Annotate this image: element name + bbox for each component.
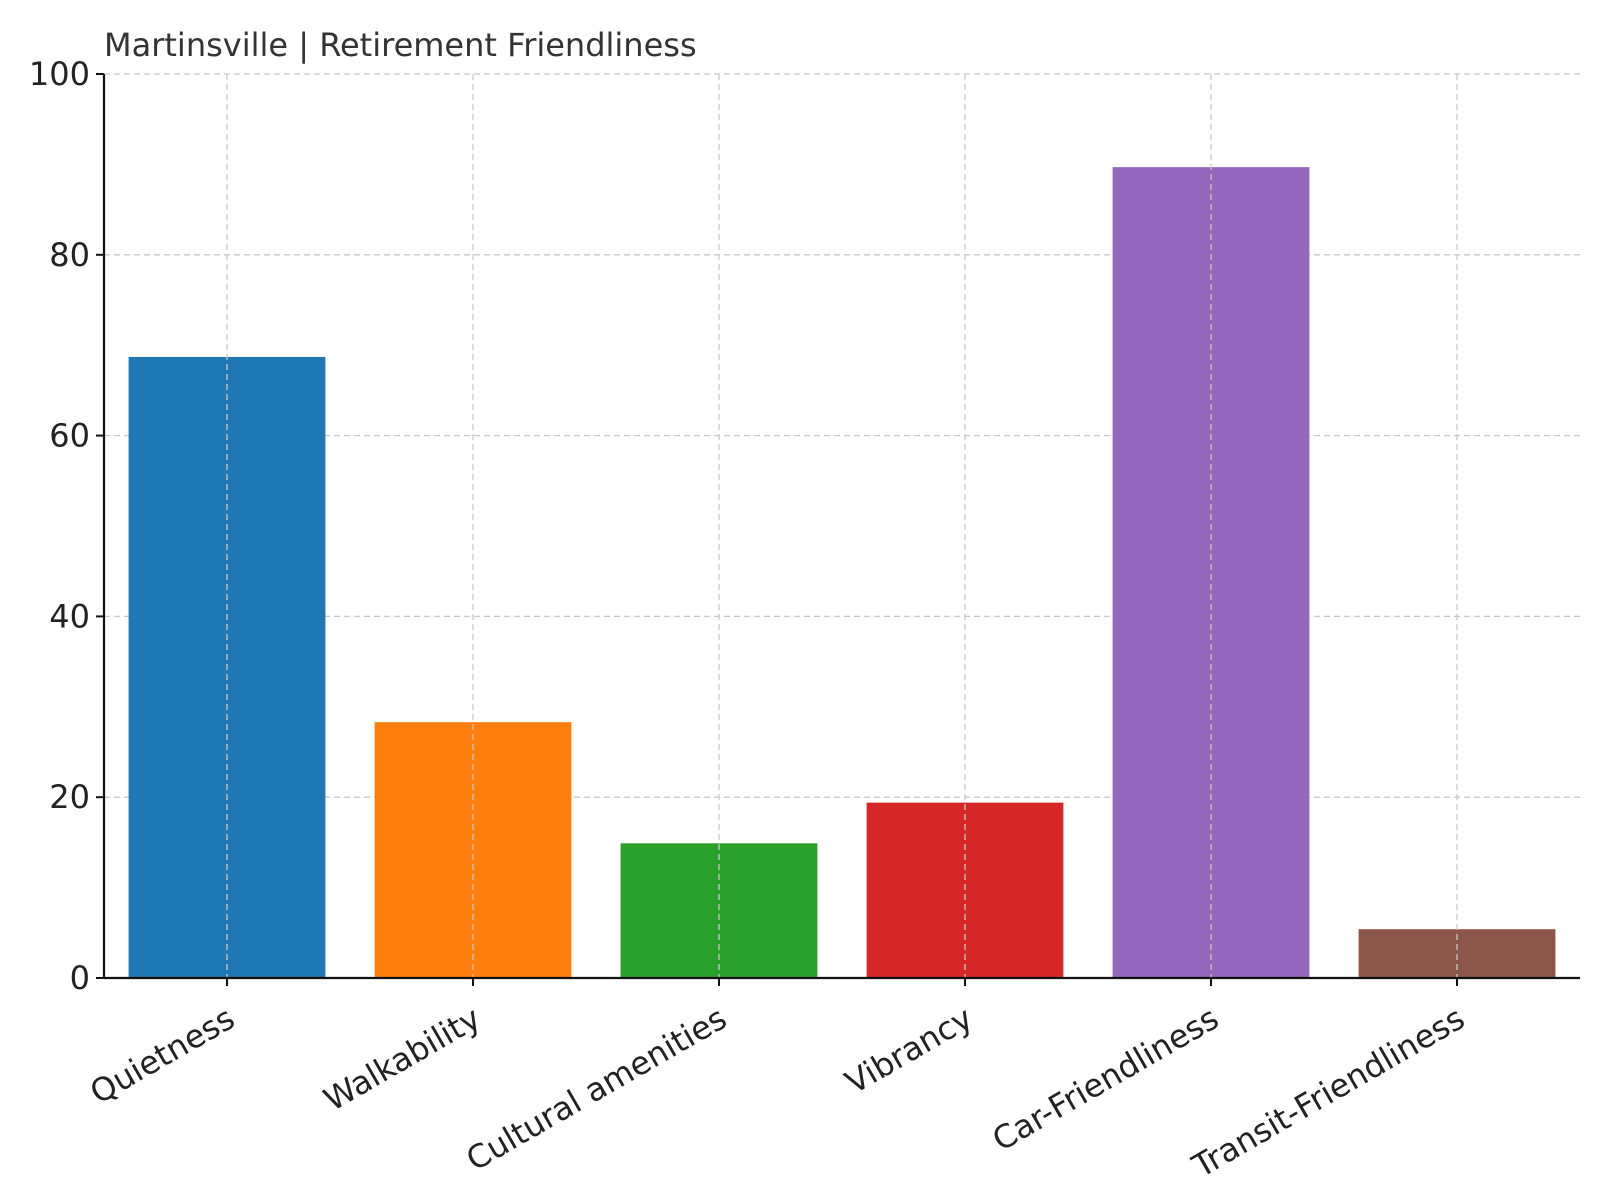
y-axis-ticks: 0 20 40 60 80 100 (29, 55, 104, 997)
axes (102, 74, 1580, 980)
grid (104, 73, 1580, 798)
y-tick-label: 20 (49, 778, 90, 816)
y-tick-label: 80 (49, 236, 90, 274)
x-tick-label: Cultural amenities (460, 999, 733, 1179)
bars (128, 167, 1556, 978)
y-tick-label: 40 (49, 597, 90, 635)
x-tick-label: Transit-Friendliness (1185, 999, 1471, 1186)
x-tick-label: Walkability (317, 999, 487, 1119)
y-tick-label: 0 (70, 959, 90, 997)
x-tick-label: Car-Friendliness (986, 999, 1225, 1159)
x-tick-label: Quietness (84, 999, 241, 1112)
bar-car-friendliness (1112, 167, 1310, 978)
x-tick-label: Vibrancy (839, 999, 979, 1102)
chart-title: Martinsville | Retirement Friendliness (104, 26, 697, 64)
y-tick-label: 100 (29, 55, 90, 93)
y-tick-label: 60 (49, 417, 90, 455)
x-grid (226, 74, 1458, 978)
